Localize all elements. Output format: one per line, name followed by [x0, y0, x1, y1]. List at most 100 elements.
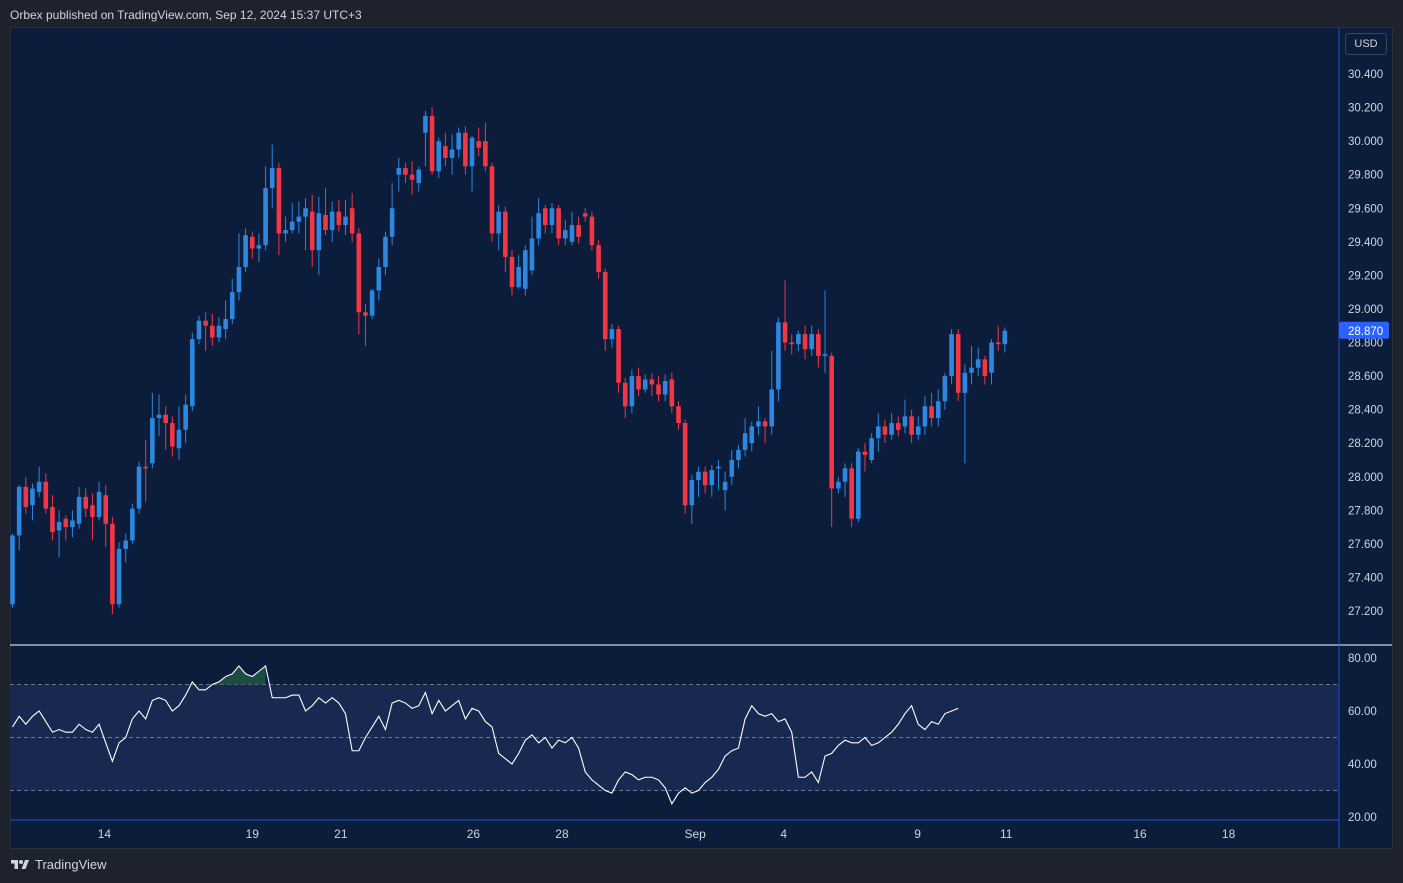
currency-selector[interactable]: USD	[1345, 33, 1387, 55]
candle-up	[469, 137, 475, 167]
candle-up	[176, 429, 182, 449]
candle-up	[856, 451, 861, 519]
candle-up	[642, 379, 648, 390]
candle-down	[576, 225, 581, 237]
candle-up	[749, 426, 755, 444]
candle-up	[150, 418, 155, 464]
price-tick-label: 28.800	[1348, 338, 1383, 350]
candle-up	[536, 213, 541, 239]
candle-up	[10, 535, 15, 605]
candle-down	[556, 208, 561, 239]
candle-up	[236, 266, 242, 293]
candle-down	[882, 426, 888, 435]
candle-up	[183, 404, 188, 430]
candle-up	[709, 470, 715, 486]
candle-up	[689, 480, 695, 506]
candle-up	[523, 250, 528, 289]
candle-down	[802, 334, 808, 350]
candle-up	[316, 213, 322, 251]
price-tick-label: 29.800	[1348, 170, 1383, 182]
time-tick-label: 21	[334, 827, 348, 841]
candle-up	[243, 235, 248, 267]
candle-down	[110, 523, 115, 605]
candle-down	[249, 236, 255, 249]
candle-up	[449, 149, 455, 158]
candle-down	[602, 272, 608, 340]
time-tick-label: 11	[1000, 827, 1013, 841]
candle-down	[816, 334, 821, 356]
candle-up	[196, 320, 202, 340]
candle-up	[416, 169, 422, 184]
candle-up	[190, 339, 195, 407]
candle-up	[549, 208, 555, 226]
candle-down	[829, 355, 834, 489]
time-tick-label: 14	[98, 827, 112, 841]
rsi-tick-label: 40.00	[1348, 759, 1377, 771]
candle-up	[376, 266, 382, 291]
candle-down	[895, 423, 901, 430]
candle-down	[929, 406, 934, 419]
candle-up	[609, 329, 615, 340]
tradingview-brand[interactable]: TradingView	[10, 857, 107, 872]
candle-up	[922, 406, 928, 427]
candle-down	[349, 208, 355, 234]
candle-down	[103, 495, 109, 524]
candle-down	[90, 505, 95, 518]
candle-down	[323, 214, 328, 231]
candle-up	[229, 292, 235, 320]
candle-up	[216, 325, 222, 338]
candle-up	[729, 459, 735, 477]
candle-down	[409, 174, 415, 180]
candle-up	[343, 216, 348, 226]
candle-down	[170, 423, 175, 447]
candle-up	[722, 481, 728, 491]
candle-down	[429, 115, 435, 172]
axes-layer: 30.400 30.200 30.000 29.800 29.600 29.400 29.2…	[10, 28, 1392, 848]
candle-up	[256, 245, 262, 249]
candle-up	[822, 354, 828, 356]
candle-up	[383, 236, 388, 267]
price-tick-label: 30.200	[1348, 103, 1383, 115]
price-tick-label: 30.000	[1348, 136, 1383, 148]
candle-down	[849, 468, 854, 519]
candle-up	[1002, 330, 1008, 345]
candle-up	[389, 208, 395, 237]
candle-down	[862, 451, 868, 455]
candle-down	[909, 416, 914, 435]
candle-up	[30, 488, 35, 506]
rsi-tick-label: 20.00	[1348, 812, 1377, 824]
candle-up	[662, 381, 668, 395]
candle-up	[156, 414, 162, 419]
candle-down	[443, 146, 448, 158]
candle-up	[716, 466, 721, 469]
candle-down	[336, 211, 342, 226]
candle-down	[682, 423, 688, 506]
candle-up	[516, 266, 521, 288]
candle-down	[509, 256, 515, 288]
candle-up	[562, 230, 568, 239]
price-tick-label: 27.800	[1348, 505, 1383, 517]
candle-down	[669, 379, 675, 407]
time-tick-label: 4	[780, 827, 787, 841]
candle-down	[163, 414, 168, 424]
tradingview-logo-icon	[11, 859, 29, 869]
candle-down	[589, 216, 595, 246]
candle-up	[869, 438, 874, 460]
candle-down	[702, 471, 708, 486]
candle-up	[989, 342, 994, 373]
candle-down	[309, 211, 315, 251]
last-price-badge	[1339, 321, 1389, 339]
candle-down	[476, 141, 481, 148]
candle-up	[369, 290, 375, 316]
candle-up	[496, 211, 501, 234]
candle-down	[276, 167, 282, 234]
time-tick-label: 26	[467, 827, 481, 841]
price-tick-label: 28.400	[1348, 405, 1383, 417]
candle-up	[836, 481, 841, 489]
candle-up	[70, 520, 75, 528]
candle-up	[696, 471, 701, 481]
candle-down	[955, 334, 961, 393]
candle-down	[995, 342, 1001, 345]
candle-down	[762, 421, 768, 427]
